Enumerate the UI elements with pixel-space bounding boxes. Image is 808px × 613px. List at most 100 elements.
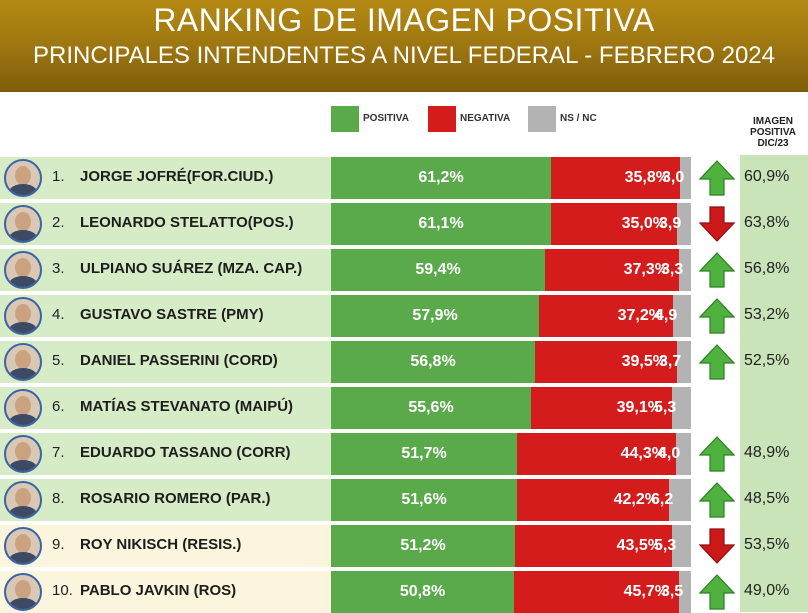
avatar bbox=[4, 343, 42, 381]
bar-negativa: 39,1% bbox=[531, 387, 672, 429]
prev-header-line-1: IMAGEN bbox=[753, 116, 793, 127]
bar-nsnc bbox=[669, 479, 691, 521]
rank-number: 6. bbox=[52, 398, 65, 415]
row-background bbox=[0, 203, 331, 245]
arrow-up-icon bbox=[699, 160, 735, 196]
avatar-head bbox=[15, 350, 31, 369]
data-label-negativa: 39,1% bbox=[616, 399, 662, 416]
bar-positiva: 51,7% bbox=[331, 433, 517, 475]
bar-positiva: 56,8% bbox=[331, 341, 535, 383]
bar-negativa: 42,2% bbox=[517, 479, 669, 521]
mayor-name: GUSTAVO SASTRE (PMY) bbox=[80, 306, 264, 323]
arrow-up-icon bbox=[699, 436, 735, 472]
row-background bbox=[0, 571, 331, 613]
previous-image-value: 53,5% bbox=[744, 536, 790, 553]
avatar-head bbox=[15, 580, 31, 599]
bar-positiva: 51,6% bbox=[331, 479, 517, 521]
data-label-negativa: 45,7% bbox=[623, 583, 669, 600]
avatar-body bbox=[9, 460, 37, 471]
mayor-name: EDUARDO TASSANO (CORR) bbox=[80, 444, 291, 461]
avatar-head bbox=[15, 534, 31, 553]
table-row: 7. EDUARDO TASSANO (CORR) 51,7% 44,3% 4,0 48,… bbox=[0, 433, 808, 475]
table-row: 3. ULPIANO SUÁREZ (MZA. CAP.) 59,4% 37,3% 3,… bbox=[0, 249, 808, 291]
header-banner: RANKING DE IMAGEN POSITIVA PRINCIPALES I… bbox=[0, 0, 808, 92]
previous-image-value: 53,2% bbox=[744, 306, 790, 323]
legend-swatch-negativa bbox=[428, 106, 456, 132]
mayor-name: ULPIANO SUÁREZ (MZA. CAP.) bbox=[80, 260, 303, 277]
data-label-positiva: 51,2% bbox=[400, 537, 446, 554]
data-label-nsnc: 3,9 bbox=[659, 215, 682, 232]
arrow-up-icon bbox=[699, 574, 735, 610]
row-background bbox=[0, 387, 331, 429]
avatar-body bbox=[9, 276, 37, 287]
rank-number: 10. bbox=[52, 582, 73, 599]
prev-header-line-3: DIC/23 bbox=[757, 138, 789, 149]
rank-number: 5. bbox=[52, 352, 65, 369]
bar-negativa: 37,2% bbox=[539, 295, 673, 337]
data-label-positiva: 59,4% bbox=[415, 261, 461, 278]
rank-number: 4. bbox=[52, 306, 65, 323]
data-label-negativa: 37,2% bbox=[617, 307, 663, 324]
avatar-head bbox=[15, 488, 31, 507]
previous-image-value: 48,9% bbox=[744, 444, 790, 461]
bar-nsnc bbox=[673, 295, 691, 337]
avatar-body bbox=[9, 552, 37, 563]
table-row: 4. GUSTAVO SASTRE (PMY) 57,9% 37,2% 4,9 53,2% bbox=[0, 295, 808, 337]
rank-number: 8. bbox=[52, 490, 65, 507]
chart-title: RANKING DE IMAGEN POSITIVA bbox=[153, 2, 655, 38]
avatar-body bbox=[9, 368, 37, 379]
previous-image-value: 48,5% bbox=[744, 490, 790, 507]
avatar-body bbox=[9, 598, 37, 609]
bar-nsnc bbox=[677, 203, 691, 245]
row-background bbox=[0, 157, 331, 199]
avatar-head bbox=[15, 166, 31, 185]
bar-negativa: 43,5% bbox=[515, 525, 672, 567]
table-row: 2. LEONARDO STELATTO(POS.) 61,1% 35,0% 3,9 63… bbox=[0, 203, 808, 245]
rank-number: 7. bbox=[52, 444, 65, 461]
row-background bbox=[0, 525, 331, 567]
data-label-nsnc: 5,3 bbox=[654, 399, 677, 416]
data-label-positiva: 51,7% bbox=[401, 445, 447, 462]
bar-nsnc bbox=[672, 525, 691, 567]
table-row: 5. DANIEL PASSERINI (CORD) 56,8% 39,5% 3,7 52… bbox=[0, 341, 808, 383]
avatar-body bbox=[9, 230, 37, 241]
bar-negativa: 37,3% bbox=[545, 249, 679, 291]
data-label-nsnc: 3,5 bbox=[661, 583, 684, 600]
rank-number: 1. bbox=[52, 168, 65, 185]
prev-header-line-2: POSITIVA bbox=[750, 127, 796, 138]
data-label-negativa: 42,2% bbox=[613, 491, 659, 508]
data-label-nsnc: 4,0 bbox=[658, 445, 681, 462]
avatar-head bbox=[15, 442, 31, 461]
data-label-positiva: 61,1% bbox=[418, 215, 464, 232]
table-row: 6. MATÍAS STEVANATO (MAIPÚ) 55,6% 39,1% 5,3 bbox=[0, 387, 808, 429]
mayor-name: PABLO JAVKIN (ROS) bbox=[80, 582, 237, 599]
bar-negativa: 39,5% bbox=[535, 341, 677, 383]
data-label-negativa: 37,3% bbox=[623, 261, 669, 278]
bar-nsnc bbox=[677, 341, 691, 383]
data-label-negativa: 35,8% bbox=[624, 169, 670, 186]
bar-nsnc bbox=[680, 157, 691, 199]
bar-nsnc bbox=[679, 249, 691, 291]
previous-image-value: 56,8% bbox=[744, 260, 790, 277]
previous-image-value: 60,9% bbox=[744, 168, 790, 185]
data-label-positiva: 56,8% bbox=[410, 353, 456, 370]
avatar bbox=[4, 159, 42, 197]
legend-swatch-nsnc bbox=[528, 106, 556, 132]
row-background bbox=[0, 341, 331, 383]
mayor-name: LEONARDO STELATTO(POS.) bbox=[80, 214, 294, 231]
previous-image-value: 63,8% bbox=[744, 214, 790, 231]
arrow-up-icon bbox=[699, 252, 735, 288]
data-label-negativa: 35,0% bbox=[621, 215, 667, 232]
bar-nsnc bbox=[679, 571, 691, 613]
arrow-down-icon bbox=[699, 206, 735, 242]
legend-label-nsnc: NS / NC bbox=[560, 113, 597, 124]
mayor-name: DANIEL PASSERINI (CORD) bbox=[80, 352, 278, 369]
rank-number: 3. bbox=[52, 260, 65, 277]
arrow-up-icon bbox=[699, 482, 735, 518]
avatar-head bbox=[15, 212, 31, 231]
data-label-positiva: 57,9% bbox=[412, 307, 458, 324]
bar-negativa: 35,8% bbox=[551, 157, 680, 199]
avatar-head bbox=[15, 258, 31, 277]
legend-swatch-positiva bbox=[331, 106, 359, 132]
data-label-nsnc: 3,3 bbox=[661, 261, 684, 278]
